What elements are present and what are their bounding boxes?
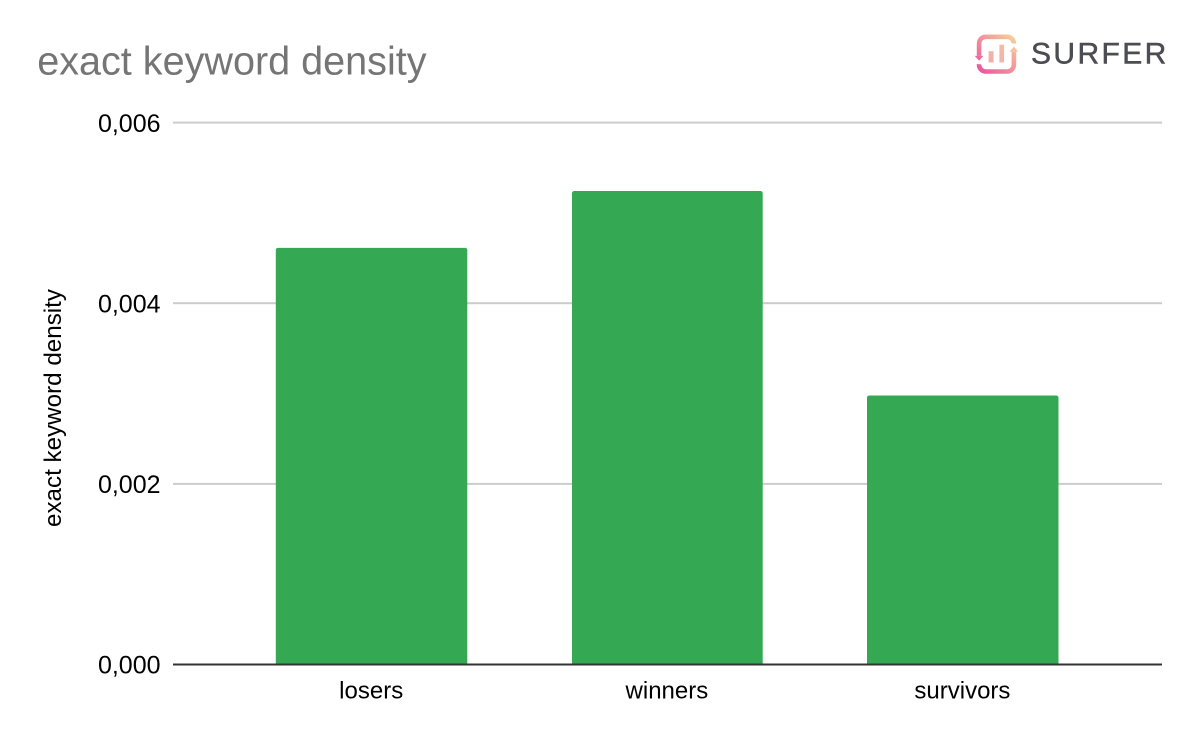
svg-text:0,004: 0,004 [98, 290, 161, 318]
svg-text:0,000: 0,000 [98, 652, 161, 680]
svg-text:exact keyword density: exact keyword density [37, 40, 427, 84]
svg-text:winners: winners [625, 677, 709, 704]
svg-text:0,006: 0,006 [98, 110, 161, 138]
svg-text:survivors: survivors [914, 677, 1010, 704]
svg-text:losers: losers [339, 677, 403, 704]
svg-text:SURFER: SURFER [1031, 38, 1169, 71]
svg-text:exact keyword density: exact keyword density [40, 288, 67, 527]
svg-text:0,002: 0,002 [98, 471, 161, 499]
